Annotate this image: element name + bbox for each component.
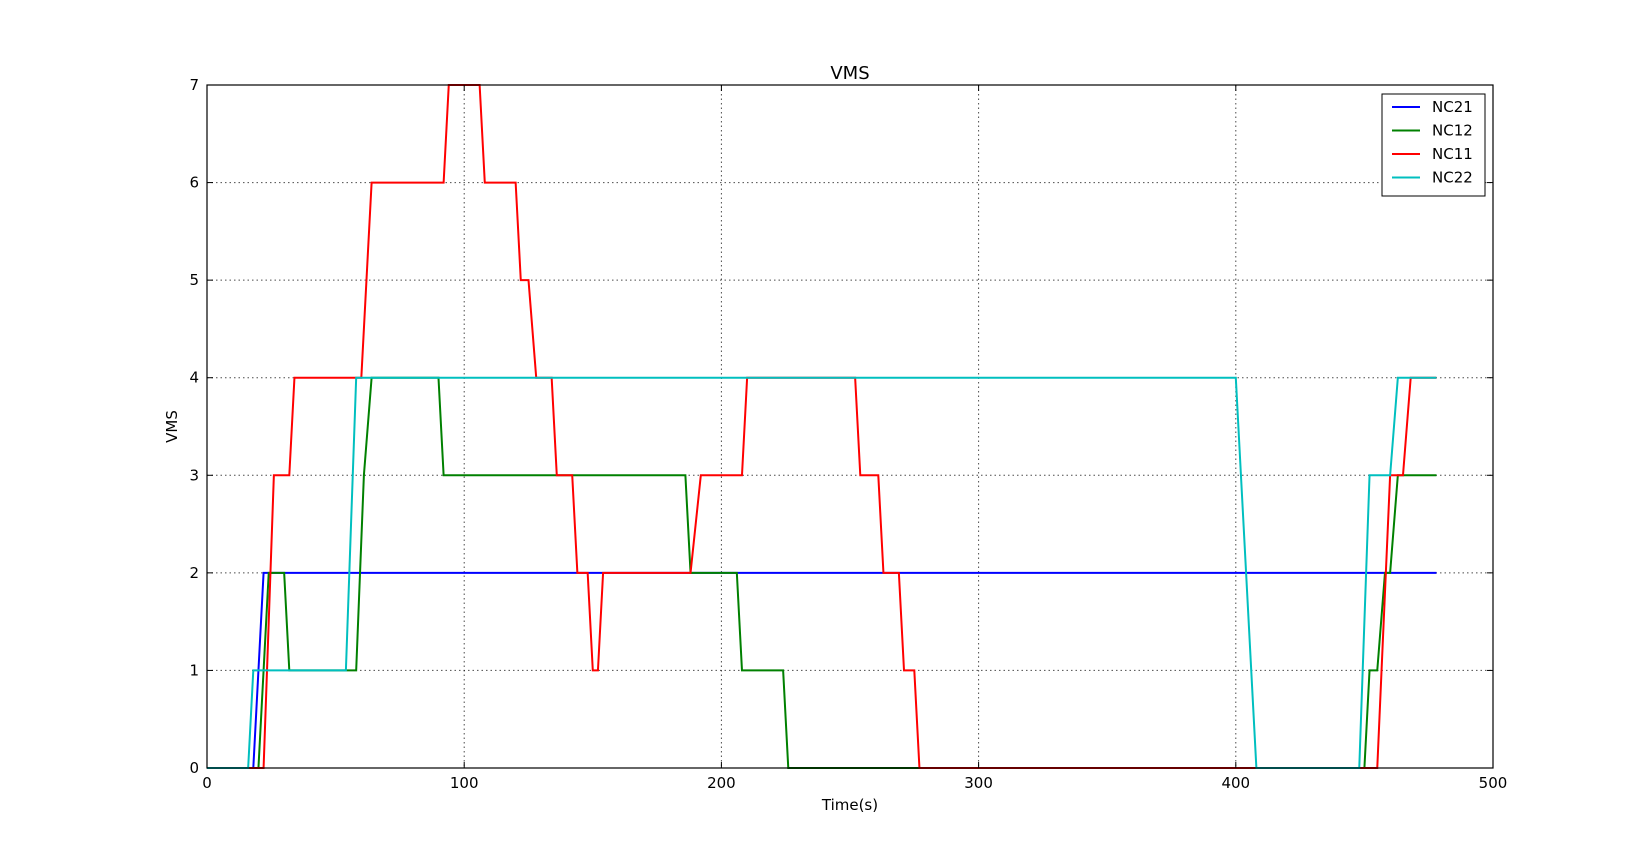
x-axis-label: Time(s) [821,796,878,814]
chart-title: VMS [830,63,869,84]
y-tick-label: 3 [189,466,199,484]
legend: NC21 NC12 NC11 NC22 [1381,93,1486,197]
series-line-nc11 [207,84,1437,769]
y-tick-label: 0 [189,759,199,777]
x-tick-label: 500 [1479,774,1508,792]
y-tick-label: 5 [189,271,199,289]
legend-label-nc22: NC22 [1432,169,1473,187]
legend-label-nc12: NC12 [1432,122,1473,140]
y-axis-label: VMS [163,410,181,443]
x-tick-label: 0 [202,774,212,792]
y-tick-label: 1 [189,661,199,679]
y-tick-label: 2 [189,564,199,582]
legend-label-nc11: NC11 [1432,145,1473,163]
legend-label-nc21: NC21 [1432,98,1473,116]
legend-box [1381,93,1486,197]
y-tick-label: 4 [189,369,199,387]
y-tick-label: 7 [189,76,199,94]
x-tick-label: 200 [707,774,736,792]
plot-frame [206,84,1494,769]
x-tick-label: 300 [964,774,993,792]
y-tick-label: 6 [189,174,199,192]
x-tick-label: 100 [450,774,479,792]
x-tick-label: 400 [1221,774,1250,792]
